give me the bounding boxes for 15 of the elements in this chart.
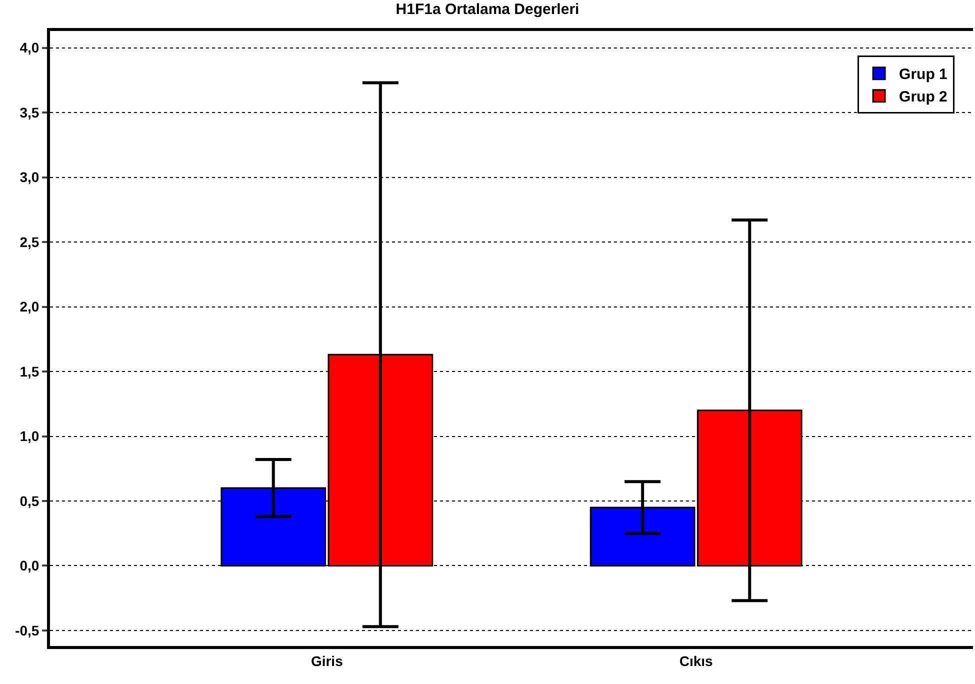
chart-title: H1F1a Ortalama Degerleri [396,0,580,18]
y-tick-label: 1,0 [20,428,40,444]
x-tick-label: Giris [310,652,344,669]
y-tick-label: 0,0 [20,558,40,574]
y-tick-label: 2,5 [20,234,40,250]
y-tick-label: 2,0 [20,298,40,315]
y-tick-label: 4,0 [20,40,40,56]
legend-label: Grup 1 [899,66,948,84]
x-tick-label: Cıkıs [679,652,714,669]
y-tick-label: 0,5 [20,492,40,509]
y-tick-label: 3,0 [20,169,40,186]
y-tick-label: 3,5 [20,104,40,120]
legend-label: Grup 2 [899,88,948,106]
y-tick-label: 1,5 [20,363,40,380]
y-tick-label: -0,5 [15,622,40,638]
